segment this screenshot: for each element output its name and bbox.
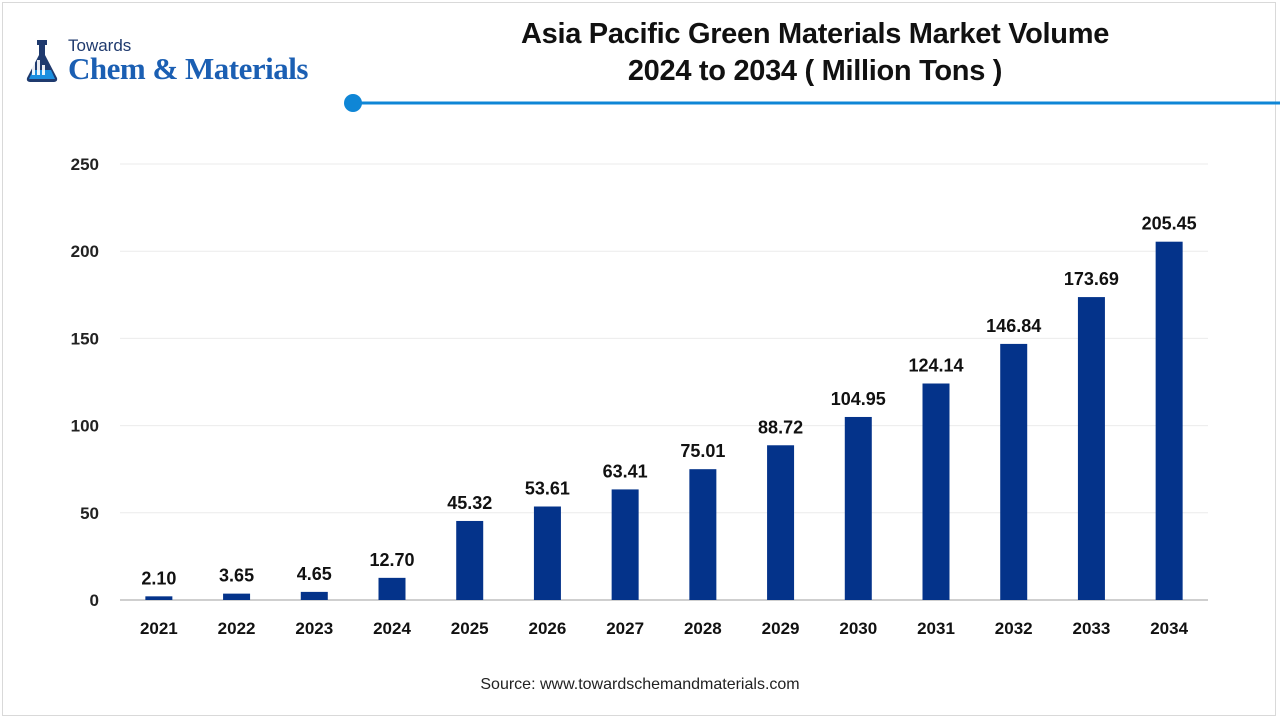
x-tick-label: 2031 xyxy=(917,619,955,638)
accent-line xyxy=(353,101,1280,105)
y-tick-label: 100 xyxy=(71,417,99,436)
bar xyxy=(767,445,795,600)
title-accent-rule xyxy=(344,94,1280,112)
chart-title-line-2: 2024 to 2034 ( Million Tons ) xyxy=(627,55,1003,87)
y-tick-label: 250 xyxy=(71,155,99,174)
chart-title-line-1: Asia Pacific Green Materials Market Volu… xyxy=(520,18,1110,50)
bar xyxy=(223,593,251,600)
data-label: 2.10 xyxy=(141,568,176,588)
x-tick-label: 2029 xyxy=(762,619,800,638)
bar xyxy=(1155,241,1183,601)
data-label: 63.41 xyxy=(603,461,648,481)
data-label: 12.70 xyxy=(369,550,414,570)
logo-brand-name: Chem & Materials xyxy=(68,51,308,86)
x-tick-label: 2034 xyxy=(1150,619,1188,638)
source-note: Source: www.towardschemandmaterials.com xyxy=(480,676,800,693)
y-tick-label: 200 xyxy=(71,242,99,261)
x-tick-label: 2022 xyxy=(218,619,256,638)
data-label: 45.32 xyxy=(447,493,492,513)
bar xyxy=(611,489,639,600)
bar xyxy=(145,596,173,600)
bar xyxy=(300,591,328,600)
y-tick-label: 150 xyxy=(71,329,99,348)
y-tick-label: 50 xyxy=(80,504,99,523)
x-tick-label: 2025 xyxy=(451,619,489,638)
data-label: 205.45 xyxy=(1142,214,1197,234)
bar xyxy=(844,416,872,600)
bar xyxy=(378,577,406,600)
chart-title: Asia Pacific Green Materials Market Volu… xyxy=(440,16,1190,90)
x-tick-label: 2026 xyxy=(529,619,567,638)
data-label: 88.72 xyxy=(758,417,803,437)
x-tick-label: 2032 xyxy=(995,619,1033,638)
data-label: 146.84 xyxy=(986,316,1041,336)
data-label: 124.14 xyxy=(908,355,963,375)
x-tick-label: 2023 xyxy=(295,619,333,638)
logo-top-word: Towards xyxy=(68,36,132,55)
bar xyxy=(456,520,484,600)
x-tick-label: 2024 xyxy=(373,619,411,638)
bar xyxy=(922,383,950,600)
brand-logo: Towards Chem & Materials xyxy=(22,34,342,90)
data-label: 173.69 xyxy=(1064,269,1119,289)
x-tick-label: 2030 xyxy=(839,619,877,638)
data-label: 75.01 xyxy=(680,441,725,461)
data-label: 4.65 xyxy=(297,564,332,584)
data-label: 104.95 xyxy=(831,389,886,409)
data-label: 53.61 xyxy=(525,479,570,499)
x-tick-label: 2028 xyxy=(684,619,722,638)
x-tick-label: 2027 xyxy=(606,619,644,638)
flask-icon xyxy=(26,40,58,82)
bar xyxy=(689,469,717,600)
x-tick-label: 2021 xyxy=(140,619,178,638)
bar xyxy=(533,506,561,600)
bar xyxy=(1077,297,1105,600)
x-tick-label: 2033 xyxy=(1073,619,1111,638)
y-tick-label: 0 xyxy=(90,591,99,610)
bar xyxy=(1000,343,1028,600)
data-label: 3.65 xyxy=(219,566,254,586)
